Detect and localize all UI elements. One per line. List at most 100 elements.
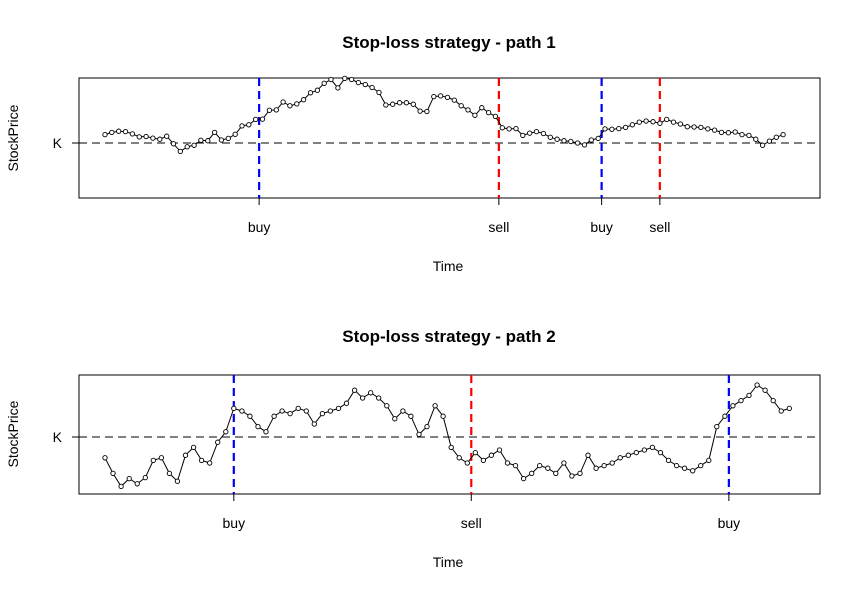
data-point (279, 408, 285, 414)
data-point (410, 101, 416, 107)
data-point (390, 101, 396, 107)
data-point (568, 138, 574, 145)
data-point (184, 144, 190, 150)
data-point (472, 112, 478, 118)
data-point (643, 118, 649, 124)
data-point (492, 113, 499, 120)
data-point (527, 130, 533, 136)
data-point (577, 470, 583, 477)
data-point (327, 408, 334, 414)
data-point (444, 94, 451, 101)
data-point (177, 148, 183, 155)
data-point (649, 444, 656, 451)
x-axis-tick-label-sell: sell (488, 219, 509, 235)
data-point (126, 475, 132, 482)
data-point (142, 474, 148, 481)
data-point (437, 93, 444, 99)
data-point (479, 105, 485, 111)
data-point (622, 124, 629, 131)
data-point (134, 481, 140, 487)
data-point (533, 128, 540, 135)
data-point (198, 137, 204, 143)
data-point (417, 108, 423, 114)
data-point (343, 400, 350, 406)
data-point (328, 76, 334, 83)
data-point (540, 130, 547, 137)
data-point (554, 136, 560, 142)
data-point (496, 447, 503, 453)
data-point (440, 413, 446, 419)
data-point (499, 125, 505, 131)
data-point (780, 131, 786, 138)
data-point (150, 457, 156, 464)
data-point (102, 131, 108, 138)
data-point (319, 410, 326, 417)
data-point (754, 382, 760, 388)
data-point (232, 131, 238, 137)
x-axis-tick-label-buy: buy (248, 219, 271, 235)
data-point (664, 116, 670, 123)
data-point (725, 130, 732, 136)
data-point (348, 76, 355, 83)
data-point (110, 470, 116, 477)
data-point (383, 102, 389, 108)
data-point (456, 455, 462, 461)
data-point (593, 465, 599, 471)
event-markers: buy sell buy sell (248, 78, 670, 235)
data-point (585, 452, 591, 458)
data-point (307, 90, 314, 96)
data-point (738, 397, 744, 404)
data-point (537, 462, 543, 469)
data-point (400, 408, 406, 414)
data-point (321, 80, 327, 86)
data-point (650, 119, 656, 125)
stock-price-line (104, 384, 790, 488)
data-point (766, 138, 773, 144)
x-axis-tick-label-sell: sell (649, 219, 670, 235)
data-point (753, 136, 759, 142)
data-point (458, 103, 464, 109)
data-point (718, 129, 725, 136)
data-point (561, 460, 567, 466)
data-point (464, 460, 470, 466)
data-point (246, 122, 252, 128)
data-point (778, 408, 784, 414)
data-point (746, 392, 752, 399)
data-point (730, 403, 736, 409)
data-point (529, 470, 535, 477)
data-point (691, 124, 697, 130)
data-point (369, 84, 375, 91)
data-point (432, 403, 438, 409)
data-point (588, 137, 594, 143)
x-axis-label: Time (433, 554, 464, 570)
plot-frame (78, 77, 821, 199)
stock-price-points (102, 75, 786, 155)
data-point (384, 403, 390, 409)
data-point (762, 387, 768, 393)
data-point (408, 413, 414, 419)
data-point (223, 429, 229, 435)
data-point (129, 131, 136, 137)
data-point (448, 444, 454, 451)
data-point (485, 109, 492, 116)
stock-price-line (104, 77, 784, 153)
data-point (253, 116, 259, 123)
data-point (335, 405, 342, 412)
data-point (722, 413, 728, 419)
y-axis-tick-label-K: K (53, 135, 63, 151)
data-point (392, 416, 398, 422)
data-point (681, 465, 688, 471)
data-point (424, 108, 430, 115)
data-point (561, 138, 567, 144)
data-point (403, 100, 410, 106)
data-point (190, 444, 197, 451)
data-point (376, 395, 382, 401)
y-axis-label: StockPrice (5, 400, 21, 467)
data-point (362, 81, 368, 88)
data-point (311, 421, 317, 427)
data-point (609, 126, 615, 132)
data-point (247, 413, 253, 419)
data-point (625, 452, 631, 458)
chart-panel-path-1: Stop-loss strategy - path 1 K StockPrice… (5, 33, 821, 274)
data-point (116, 128, 122, 134)
